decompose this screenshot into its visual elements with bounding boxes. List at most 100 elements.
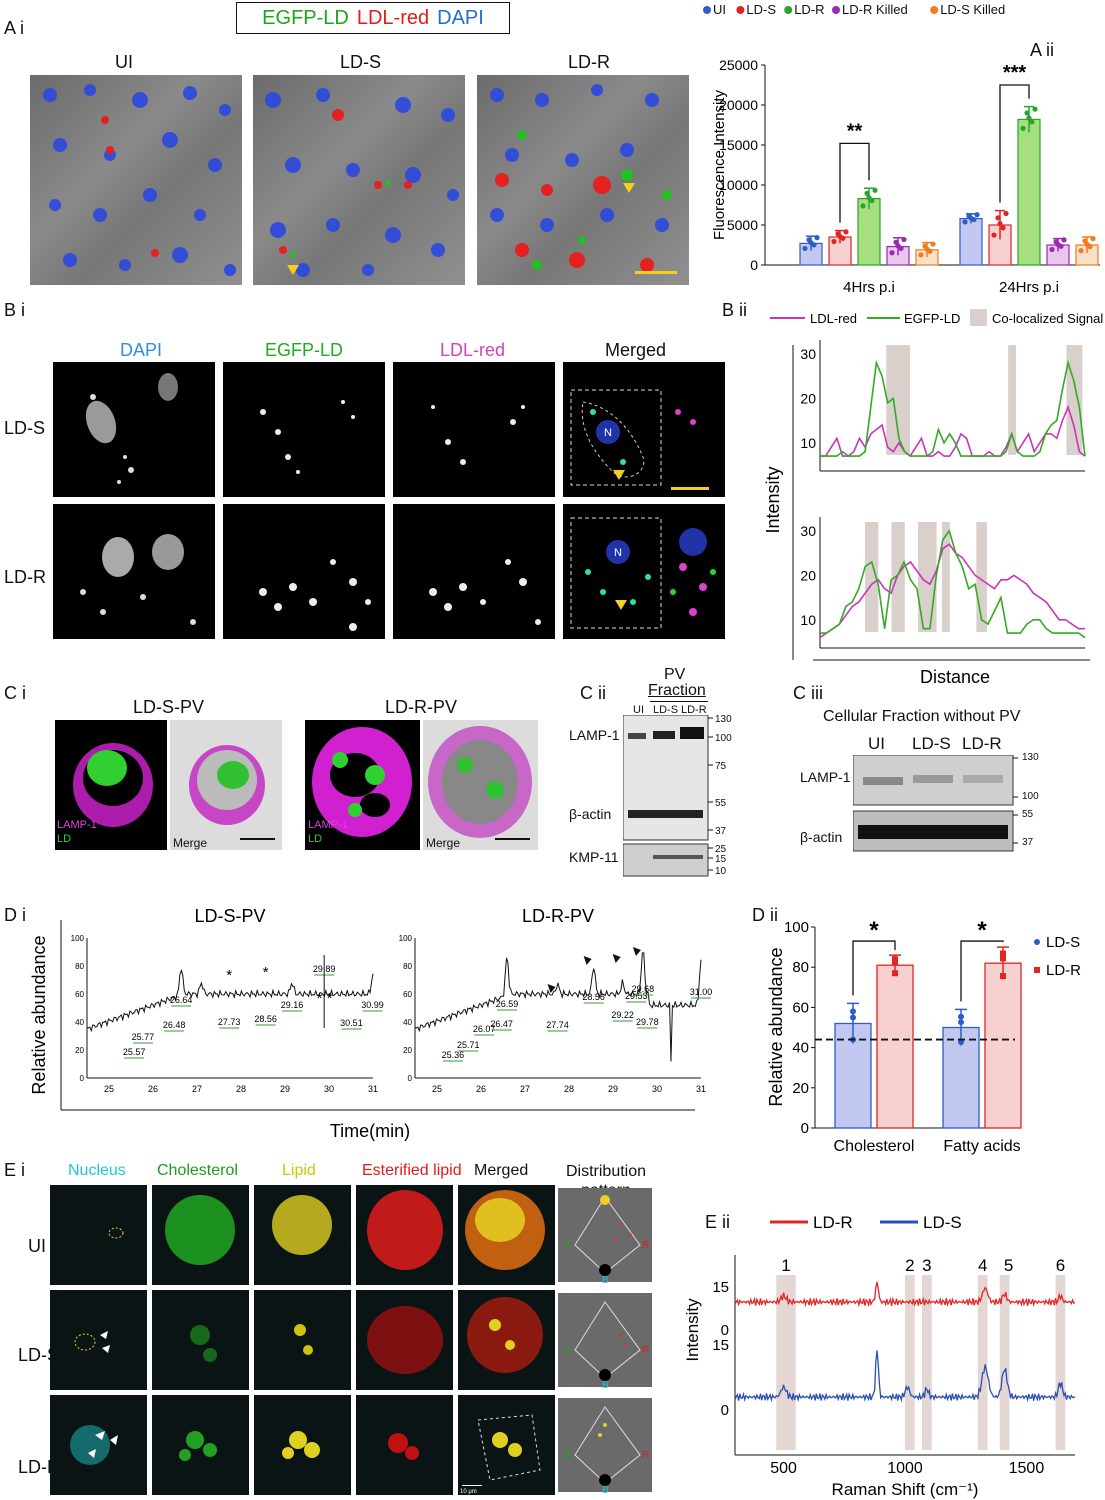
bii-top-shade-1 (1008, 345, 1017, 455)
eii-legend-1: LD-S (923, 1213, 962, 1232)
col-title-merged: Merged (605, 340, 667, 360)
aii-point-0-0-0 (802, 245, 808, 252)
di-peak-label-0-1: 25.77 (132, 1032, 155, 1042)
aii-point-0-4-0 (918, 252, 924, 258)
di-marker-2: * * (317, 990, 333, 1007)
bii-bottom-shade-4 (976, 522, 987, 632)
eii-spectrum-ld-s (734, 1350, 1076, 1403)
row-label-ld-r-e: LD-R (18, 1457, 61, 1477)
legend-label-aii-4: LD-S Killed (940, 2, 1005, 17)
aii-point-1-2-0 (1020, 125, 1026, 131)
bii-top-egfp-line (820, 359, 1086, 457)
cii-band-lamp1: LAMP-1 (569, 727, 620, 743)
raman-images-grid: 10 μm G R B G R B G R B (50, 1185, 652, 1496)
di-ytick-0-2: 40 (75, 1018, 84, 1027)
aii-bar-1-0 (959, 218, 983, 266)
eii-band-3 (977, 1275, 988, 1450)
pv-micrographs: LAMP-1 LD Merge LAMP-1 LD Merge (55, 720, 538, 850)
di-xtick-1-5: 30 (652, 1084, 662, 1094)
di-ytick-1-0: 0 (408, 1074, 413, 1083)
eii-band-5 (1055, 1275, 1066, 1450)
aii-point-1-3-4 (1055, 241, 1061, 247)
ciii-mw-37: 37 (1022, 837, 1034, 848)
svg-text:R: R (642, 1345, 649, 1356)
di-peak-label-1-0: 25.36 (442, 1050, 465, 1060)
di-xtick-1-1: 26 (476, 1084, 486, 1094)
row-label-ld-s: LD-S (4, 418, 46, 438)
panel-label-di: D i (4, 905, 26, 925)
cii-lane-ld-r: LD-R (681, 704, 707, 716)
aii-point-0-2-0 (860, 203, 866, 209)
aii-point-0-3-0 (889, 250, 895, 256)
eii-xtick-1: 1000 (887, 1460, 923, 1477)
bii-bottom-ldl-line (819, 543, 1085, 639)
nucleus-marker-ld-s: N (604, 427, 612, 439)
col-title-lipid: Lipid (282, 1162, 316, 1179)
dii-bar-1-1 (984, 962, 1022, 1129)
distribution-cube-ui: G R B (558, 1188, 652, 1286)
dii-sig-bracket-0 (852, 940, 896, 996)
bii-bottom-egfp-line (820, 529, 1086, 639)
bii-bottom-shade-3 (941, 522, 950, 632)
di-marker-1: * (263, 964, 269, 981)
merge-label-ld-s: Merge (173, 836, 207, 850)
dii-point-0-1-2 (892, 956, 898, 963)
eii-ylabel: Intensity (683, 1298, 702, 1362)
col-title-cholesterol: Cholesterol (157, 1162, 238, 1179)
di-peak-label-0-8: 30.51 (340, 1018, 363, 1028)
di-ytick-1-3: 60 (403, 990, 412, 999)
aii-point-1-0-0 (962, 219, 968, 225)
cii-lane-ui: UI (633, 704, 644, 716)
dii-bar-0-1 (876, 964, 914, 1129)
eii-spectrum-ld-r (734, 1281, 1076, 1308)
svg-text:B: B (602, 1275, 609, 1286)
eii-band-4 (999, 1275, 1010, 1450)
micrograph-ui (30, 75, 242, 285)
aii-point-0-3-3 (901, 236, 907, 243)
aii-point-1-4-3 (1090, 236, 1096, 242)
chart-bii: LDL-red EGFP-LD Co-localized Signal Intensi… (763, 309, 1103, 687)
cii-mw-55: 55 (715, 798, 727, 809)
di-xtick-1-6: 31 (696, 1084, 706, 1094)
aii-sig-0: ** (847, 120, 863, 142)
eii-band-label-3: 4 (978, 1256, 987, 1275)
di-ytick-0-5: 100 (71, 934, 85, 943)
dii-point-1-1-0 (1000, 973, 1006, 980)
ciii-band-actin: β-actin (800, 829, 843, 845)
svg-text:G: G (564, 1240, 572, 1251)
dii-point-1-0-2 (958, 1013, 964, 1020)
western-blot-ciii (853, 755, 1018, 852)
legend-dot-aii-4 (930, 6, 939, 14)
bii-bottom-shade-0 (865, 522, 879, 632)
aii-cat-0: 4Hrs p.i (843, 279, 895, 296)
di-peak-label-0-2: 26.48 (163, 1020, 186, 1030)
svg-text:R: R (642, 1240, 649, 1251)
di-title-1: LD-R-PV (522, 906, 594, 926)
di-peak-label-1-7: 29.22 (611, 1010, 634, 1020)
legend-label-aii-1: LD-S (746, 2, 776, 17)
cii-mw-37: 37 (715, 826, 727, 837)
dii-point-0-0-1 (850, 1014, 856, 1021)
dii-point-0-0-2 (850, 1008, 856, 1015)
cii-band-kmp11: KMP-11 (569, 849, 619, 865)
di-xlabel: Time(min) (330, 1121, 410, 1141)
aii-point-1-1-1 (995, 215, 1001, 221)
dii-point-1-0-1 (958, 1019, 964, 1026)
di-peak-label-1-1: 25.71 (457, 1040, 480, 1050)
nucleus-marker-ld-r: N (614, 547, 622, 559)
ciii-band-lamp1: LAMP-1 (800, 769, 851, 785)
di-ytick-0-0: 0 (80, 1074, 85, 1083)
di-xtick-0-5: 30 (324, 1084, 334, 1094)
dii-legend-marker-0 (1034, 939, 1040, 945)
panel-label-ai: A i (4, 18, 25, 38)
dii-ylabel: Relative abundance (766, 947, 786, 1106)
di-xtick-1-4: 29 (608, 1084, 618, 1094)
cii-subtitle: Fraction (648, 682, 706, 699)
svg-text:B: B (602, 1485, 609, 1496)
western-blot-cii: 130 100 75 55 37 25 15 10 (623, 715, 732, 877)
svg-text:R: R (642, 1450, 649, 1461)
panel-label-eii: E ii (705, 1212, 731, 1232)
col-title-dapi: DAPI (120, 340, 163, 360)
legend-dot-aii-2 (784, 6, 793, 14)
